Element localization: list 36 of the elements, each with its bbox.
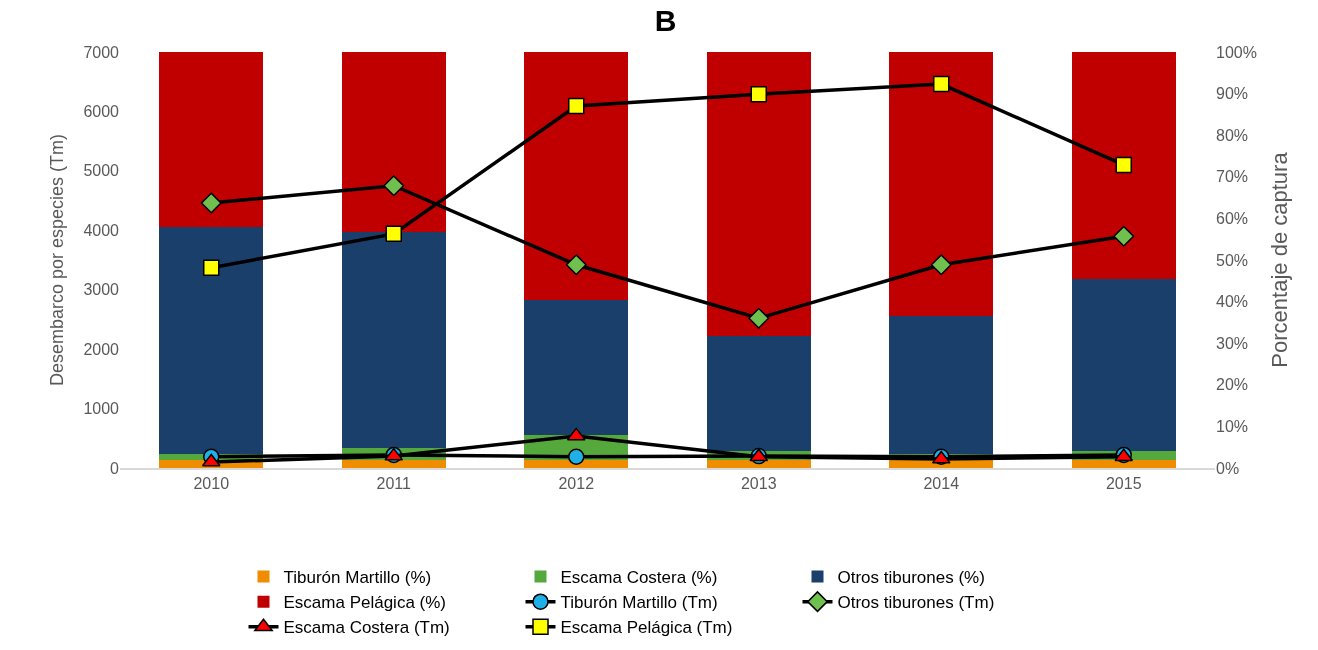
legend-label: Tiburón Martillo (%) — [283, 568, 432, 588]
y-tick-label: 2000 — [83, 340, 120, 358]
y2-tick-label: 0% — [1216, 459, 1240, 477]
y2-tick-label: 30% — [1216, 334, 1249, 352]
y2-tick-label: 100% — [1216, 43, 1257, 61]
y2-tick-label: 90% — [1216, 85, 1249, 103]
x-tick-label: 2011 — [376, 474, 412, 492]
y-tick-label: 0 — [110, 459, 120, 477]
x-tick-label: 2012 — [558, 474, 595, 492]
x-tick-label: 2015 — [1105, 474, 1142, 492]
y2-tick-label: 10% — [1216, 418, 1249, 435]
y-axis-title: Desembarco por especies (Tm) — [46, 133, 67, 387]
y2-tick-label: 70% — [1216, 168, 1249, 186]
y2-tick-label: 50% — [1216, 251, 1249, 269]
y2-tick-label: 60% — [1216, 210, 1249, 227]
legend-label: Escama Costera (Tm) — [283, 618, 450, 638]
y-tick-label: 3000 — [83, 281, 120, 299]
x-tick-label: 2014 — [923, 474, 960, 492]
chart-title: B — [654, 3, 677, 37]
legend-label: Tiburón Martillo (Tm) — [560, 593, 718, 613]
legend-label: Otros tiburones (Tm) — [837, 593, 995, 613]
x-tick-label: 2013 — [740, 474, 777, 492]
y-tick-label: 6000 — [83, 103, 120, 121]
legend-label: Escama Pelágica (Tm) — [560, 618, 733, 638]
legend-label: Escama Costera (%) — [560, 568, 718, 588]
y-tick-label: 7000 — [83, 43, 120, 61]
y2-tick-label: 20% — [1216, 376, 1249, 394]
y2-tick-label: 80% — [1216, 126, 1249, 144]
legend-label: Escama Pelágica (%) — [283, 593, 447, 613]
y-tick-label: 5000 — [83, 162, 120, 180]
x-tick-label: 2010 — [193, 474, 230, 492]
y-tick-label: 1000 — [83, 400, 120, 418]
y-tick-label: 4000 — [83, 221, 120, 239]
y2-tick-label: 40% — [1216, 293, 1249, 311]
y2-axis-title: Porcentaje de captura — [1266, 151, 1292, 368]
legend-label: Otros tiburones (%) — [837, 568, 985, 588]
